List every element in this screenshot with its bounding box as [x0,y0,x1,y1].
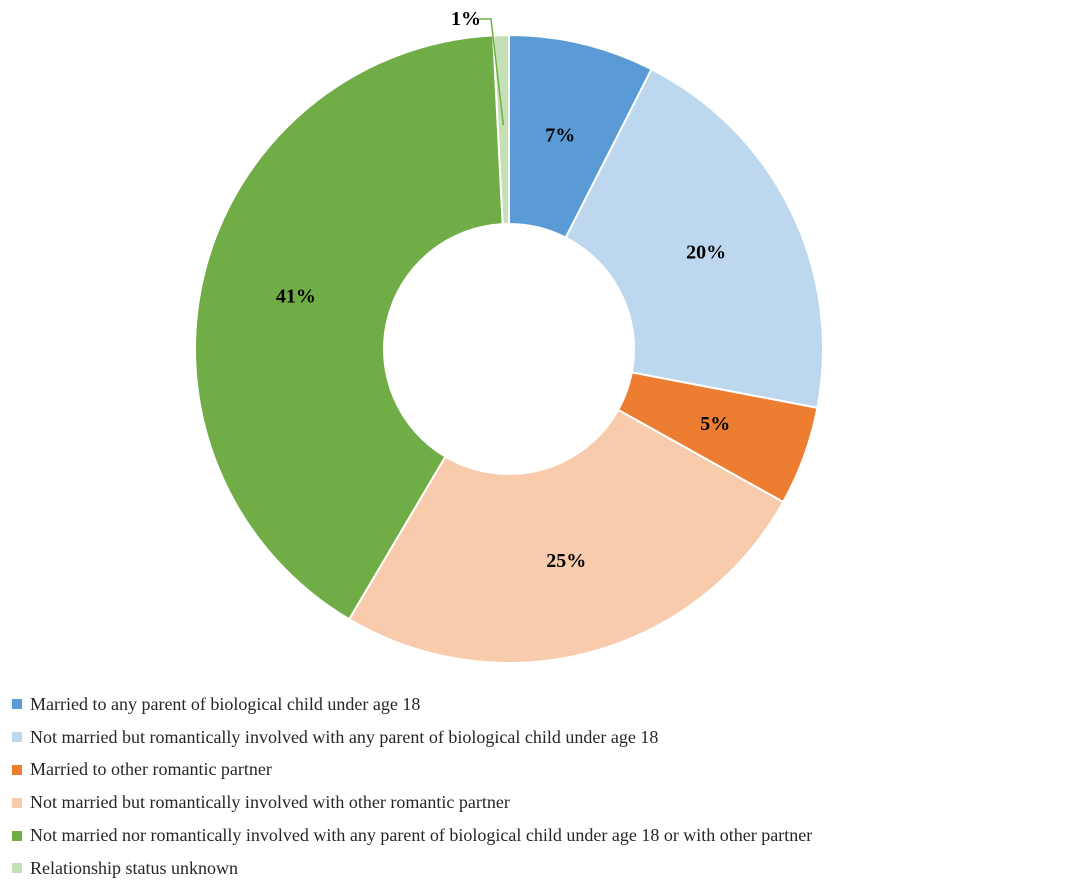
legend: Married to any parent of biological chil… [12,688,812,885]
legend-label: Married to any parent of biological chil… [30,693,421,714]
data-label-involved-other: 25% [546,550,586,572]
data-label-unknown: 1% [451,8,481,30]
legend-item: Not married nor romantically involved wi… [12,819,812,852]
legend-swatch [12,699,22,710]
legend-item: Married to any parent of biological chil… [12,688,812,721]
legend-label: Not married but romantically involved wi… [30,792,510,813]
slice-not-involved [194,34,504,621]
data-label-not-involved: 41% [276,285,316,307]
legend-label: Not married but romantically involved wi… [30,726,659,747]
donut-slices [194,33,824,664]
data-labels: 7% 20% 5% 25% 41% 1% [276,8,730,572]
legend-swatch [12,830,22,841]
donut-chart: 7% 20% 5% 25% 41% 1% [194,8,824,664]
legend-swatch [12,764,22,775]
slice-involved-other [347,408,785,664]
legend-label: Relationship status unknown [30,857,238,878]
data-label-involved-parent: 20% [686,241,726,263]
leader-line [479,18,505,126]
data-label-married-other: 5% [700,413,730,435]
legend-item: Relationship status unknown [12,852,812,885]
slice-involved-parent [564,67,824,410]
legend-label: Not married nor romantically involved wi… [30,825,813,846]
data-label-married-parent: 7% [545,125,575,147]
legend-swatch [12,732,22,743]
legend-swatch [12,863,22,874]
legend-item: Married to other romantic partner [12,754,812,787]
legend-item: Not married but romantically involved wi… [12,786,812,819]
legend-item: Not married but romantically involved wi… [12,721,812,754]
slice-unknown [492,33,510,226]
legend-label: Married to other romantic partner [30,759,272,780]
legend-swatch [12,797,22,808]
